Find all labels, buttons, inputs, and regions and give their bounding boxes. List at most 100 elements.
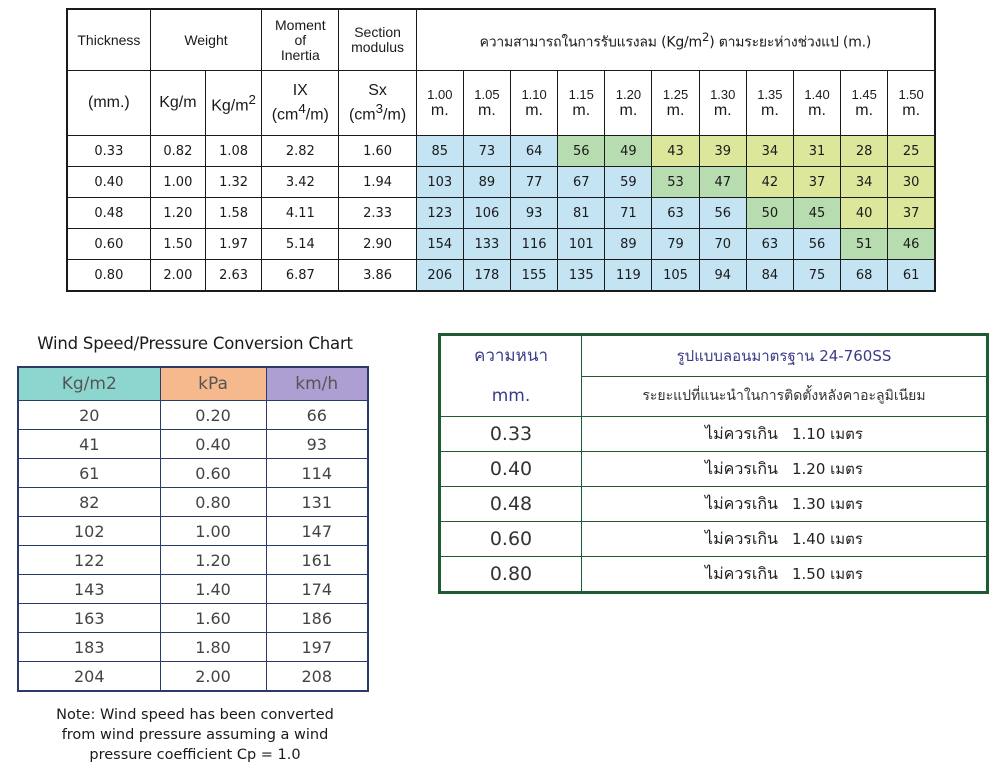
wind-header-row: Kg/m2 kPa km/h bbox=[17, 366, 369, 401]
ix-cell: 5.14 bbox=[261, 228, 340, 260]
span-header: 1.00 m. bbox=[415, 70, 464, 136]
max-span-cell: ไม่ควรเกิน 1.30 เมตร bbox=[581, 486, 988, 522]
capacity-cell: 85 bbox=[415, 135, 464, 167]
thickness-unit-label: mm. bbox=[491, 386, 531, 406]
kmh-cell: 147 bbox=[265, 516, 369, 546]
kmh-cell: 197 bbox=[265, 632, 369, 662]
weight-unit-kgm2: Kg/m2 bbox=[204, 70, 263, 136]
sx-cell: 3.86 bbox=[338, 259, 417, 292]
span-header: 1.40 m. bbox=[792, 70, 842, 136]
kgm2-cell: 61 bbox=[17, 458, 161, 488]
wind-load-capacity-table: Thickness Weight Moment of Inertia Secti… bbox=[66, 8, 936, 292]
table-row: 163 1.60 186 bbox=[17, 603, 369, 633]
kgm2-cell: 183 bbox=[17, 632, 161, 662]
kgm2-cell: 143 bbox=[17, 574, 161, 604]
span-header: 1.20 m. bbox=[604, 70, 653, 136]
header-row-units: (mm.) Kg/m Kg/m2 IX (cm4/m) Sx (cm3/m) 1.0… bbox=[66, 70, 936, 136]
kpa-cell: 1.20 bbox=[159, 545, 267, 575]
table-row: 0.33 0.82 1.08 2.82 1.60 85 73 64 56 49 43 39 34 31 28… bbox=[66, 135, 936, 167]
capacity-cell: 47 bbox=[698, 166, 747, 198]
capacity-cell: 42 bbox=[745, 166, 794, 198]
capacity-cell: 51 bbox=[840, 228, 889, 260]
thickness-cell: 0.80 bbox=[66, 259, 151, 292]
ix-cell: 3.42 bbox=[261, 166, 340, 198]
span-header-row-1: ความหนา mm. รูปแบบลอนมาตรฐาน 24-760SS bbox=[439, 334, 988, 417]
max-span-prefix: ไม่ควรเกิน bbox=[705, 423, 778, 443]
table-row: 0.40 1.00 1.32 3.42 1.94 103 89 77 67 59 53 47 42 37 3… bbox=[66, 166, 936, 198]
table-row: 204 2.00 208 bbox=[17, 661, 369, 692]
kpa-cell: 0.20 bbox=[159, 400, 267, 430]
max-span-value: 1.50 เมตร bbox=[791, 564, 863, 583]
weight-kgm2-cell: 1.58 bbox=[204, 197, 263, 229]
capacity-cell: 94 bbox=[698, 259, 747, 292]
span-header: 1.45 m. bbox=[840, 70, 889, 136]
weight-unit-kgm: Kg/m bbox=[149, 70, 206, 136]
capacity-cell: 61 bbox=[887, 259, 936, 292]
table-row: 0.60 1.50 1.97 5.14 2.90 154 133 116 101 89 79 70 63… bbox=[66, 228, 936, 260]
note-line: from wind pressure assuming a wind bbox=[61, 727, 329, 743]
kgm2-cell: 82 bbox=[17, 487, 161, 517]
thickness-cell: 0.60 bbox=[439, 521, 582, 557]
weight-kgm2-cell: 1.08 bbox=[204, 135, 263, 167]
max-span-prefix: ไม่ควรเกิน bbox=[705, 458, 778, 478]
table-row: 0.33 ไม่ควรเกิน 1.10 เมตร bbox=[439, 416, 988, 452]
max-span-value: 1.20 เมตร bbox=[791, 459, 863, 478]
weight-kgm-cell: 1.20 bbox=[149, 197, 206, 229]
span-header: 1.35 m. bbox=[745, 70, 794, 136]
max-span-prefix: ไม่ควรเกิน bbox=[705, 528, 778, 548]
max-span-value: 1.40 เมตร bbox=[791, 529, 863, 548]
weight-kgm-cell: 2.00 bbox=[149, 259, 206, 292]
header-row-top: Thickness Weight Moment of Inertia Secti… bbox=[66, 8, 936, 71]
note-line: Note: Wind speed has been converted bbox=[56, 707, 334, 723]
thickness-cell: 0.48 bbox=[439, 486, 582, 522]
kmh-cell: 93 bbox=[265, 429, 369, 459]
col-header-kmh: km/h bbox=[265, 366, 369, 401]
capacity-cell: 31 bbox=[792, 135, 842, 167]
kmh-cell: 174 bbox=[265, 574, 369, 604]
thickness-column-header: ความหนา mm. bbox=[439, 334, 582, 417]
capacity-cell: 50 bbox=[745, 197, 794, 229]
capacity-cell: 178 bbox=[462, 259, 512, 292]
capacity-cell: 59 bbox=[604, 166, 653, 198]
capacity-cell: 70 bbox=[698, 228, 747, 260]
kgm2-cell: 20 bbox=[17, 400, 161, 430]
capacity-header: ความสามารถในการรับแรงลม (Kg/m2) ตามระยะห… bbox=[415, 8, 936, 71]
kpa-cell: 0.40 bbox=[159, 429, 267, 459]
span-table-body: 0.33 ไม่ควรเกิน 1.10 เมตร 0.40 ไม่ควรเกิน 1.2… bbox=[439, 416, 988, 593]
capacity-cell: 105 bbox=[651, 259, 700, 292]
weight-kgm2-cell: 1.97 bbox=[204, 228, 263, 260]
capacity-cell: 45 bbox=[792, 197, 842, 229]
capacity-cell: 25 bbox=[887, 135, 936, 167]
capacity-cell: 89 bbox=[462, 166, 512, 198]
table-row: 122 1.20 161 bbox=[17, 545, 369, 575]
span-header-row-2: ระยะแปที่แนะนำในการติดตั้งหลังคาอะลูมิเน… bbox=[440, 375, 988, 418]
sx-cell: 2.90 bbox=[338, 228, 417, 260]
kgm2-cell: 102 bbox=[17, 516, 161, 546]
kpa-cell: 1.40 bbox=[159, 574, 267, 604]
col-header-kpa: kPa bbox=[159, 366, 267, 401]
purlin-span-table: ความหนา mm. รูปแบบลอนมาตรฐาน 24-760SS ระ… bbox=[438, 333, 989, 594]
moment-of-inertia-header: Moment of Inertia bbox=[261, 8, 340, 71]
span-header: 1.25 m. bbox=[651, 70, 700, 136]
table-row: 0.48 1.20 1.58 4.11 2.33 123 106 93 81 71 63 56 50 45… bbox=[66, 197, 936, 229]
capacity-cell: 46 bbox=[887, 228, 936, 260]
capacity-cell: 56 bbox=[557, 135, 606, 167]
sx-cell: 1.94 bbox=[338, 166, 417, 198]
capacity-cell: 64 bbox=[510, 135, 559, 167]
sx-cell: 1.60 bbox=[338, 135, 417, 167]
thickness-unit: (mm.) bbox=[66, 70, 151, 136]
profile-title: รูปแบบลอนมาตรฐาน 24-760SS bbox=[581, 334, 988, 377]
table-row: 143 1.40 174 bbox=[17, 574, 369, 604]
capacity-cell: 103 bbox=[415, 166, 464, 198]
capacity-cell: 53 bbox=[651, 166, 700, 198]
capacity-cell: 81 bbox=[557, 197, 606, 229]
capacity-cell: 34 bbox=[745, 135, 794, 167]
span-header: 1.30 m. bbox=[698, 70, 747, 136]
thickness-label: ความหนา bbox=[473, 346, 549, 366]
table-row: 0.80 ไม่ควรเกิน 1.50 เมตร bbox=[439, 556, 988, 593]
table-row: 0.80 2.00 2.63 6.87 3.86 206 178 155 135 119 105 94… bbox=[66, 259, 936, 292]
thickness-cell: 0.33 bbox=[439, 416, 582, 452]
thickness-cell: 0.40 bbox=[66, 166, 151, 198]
ix-unit: IX (cm4/m) bbox=[261, 70, 340, 136]
weight-kgm2-cell: 1.32 bbox=[204, 166, 263, 198]
